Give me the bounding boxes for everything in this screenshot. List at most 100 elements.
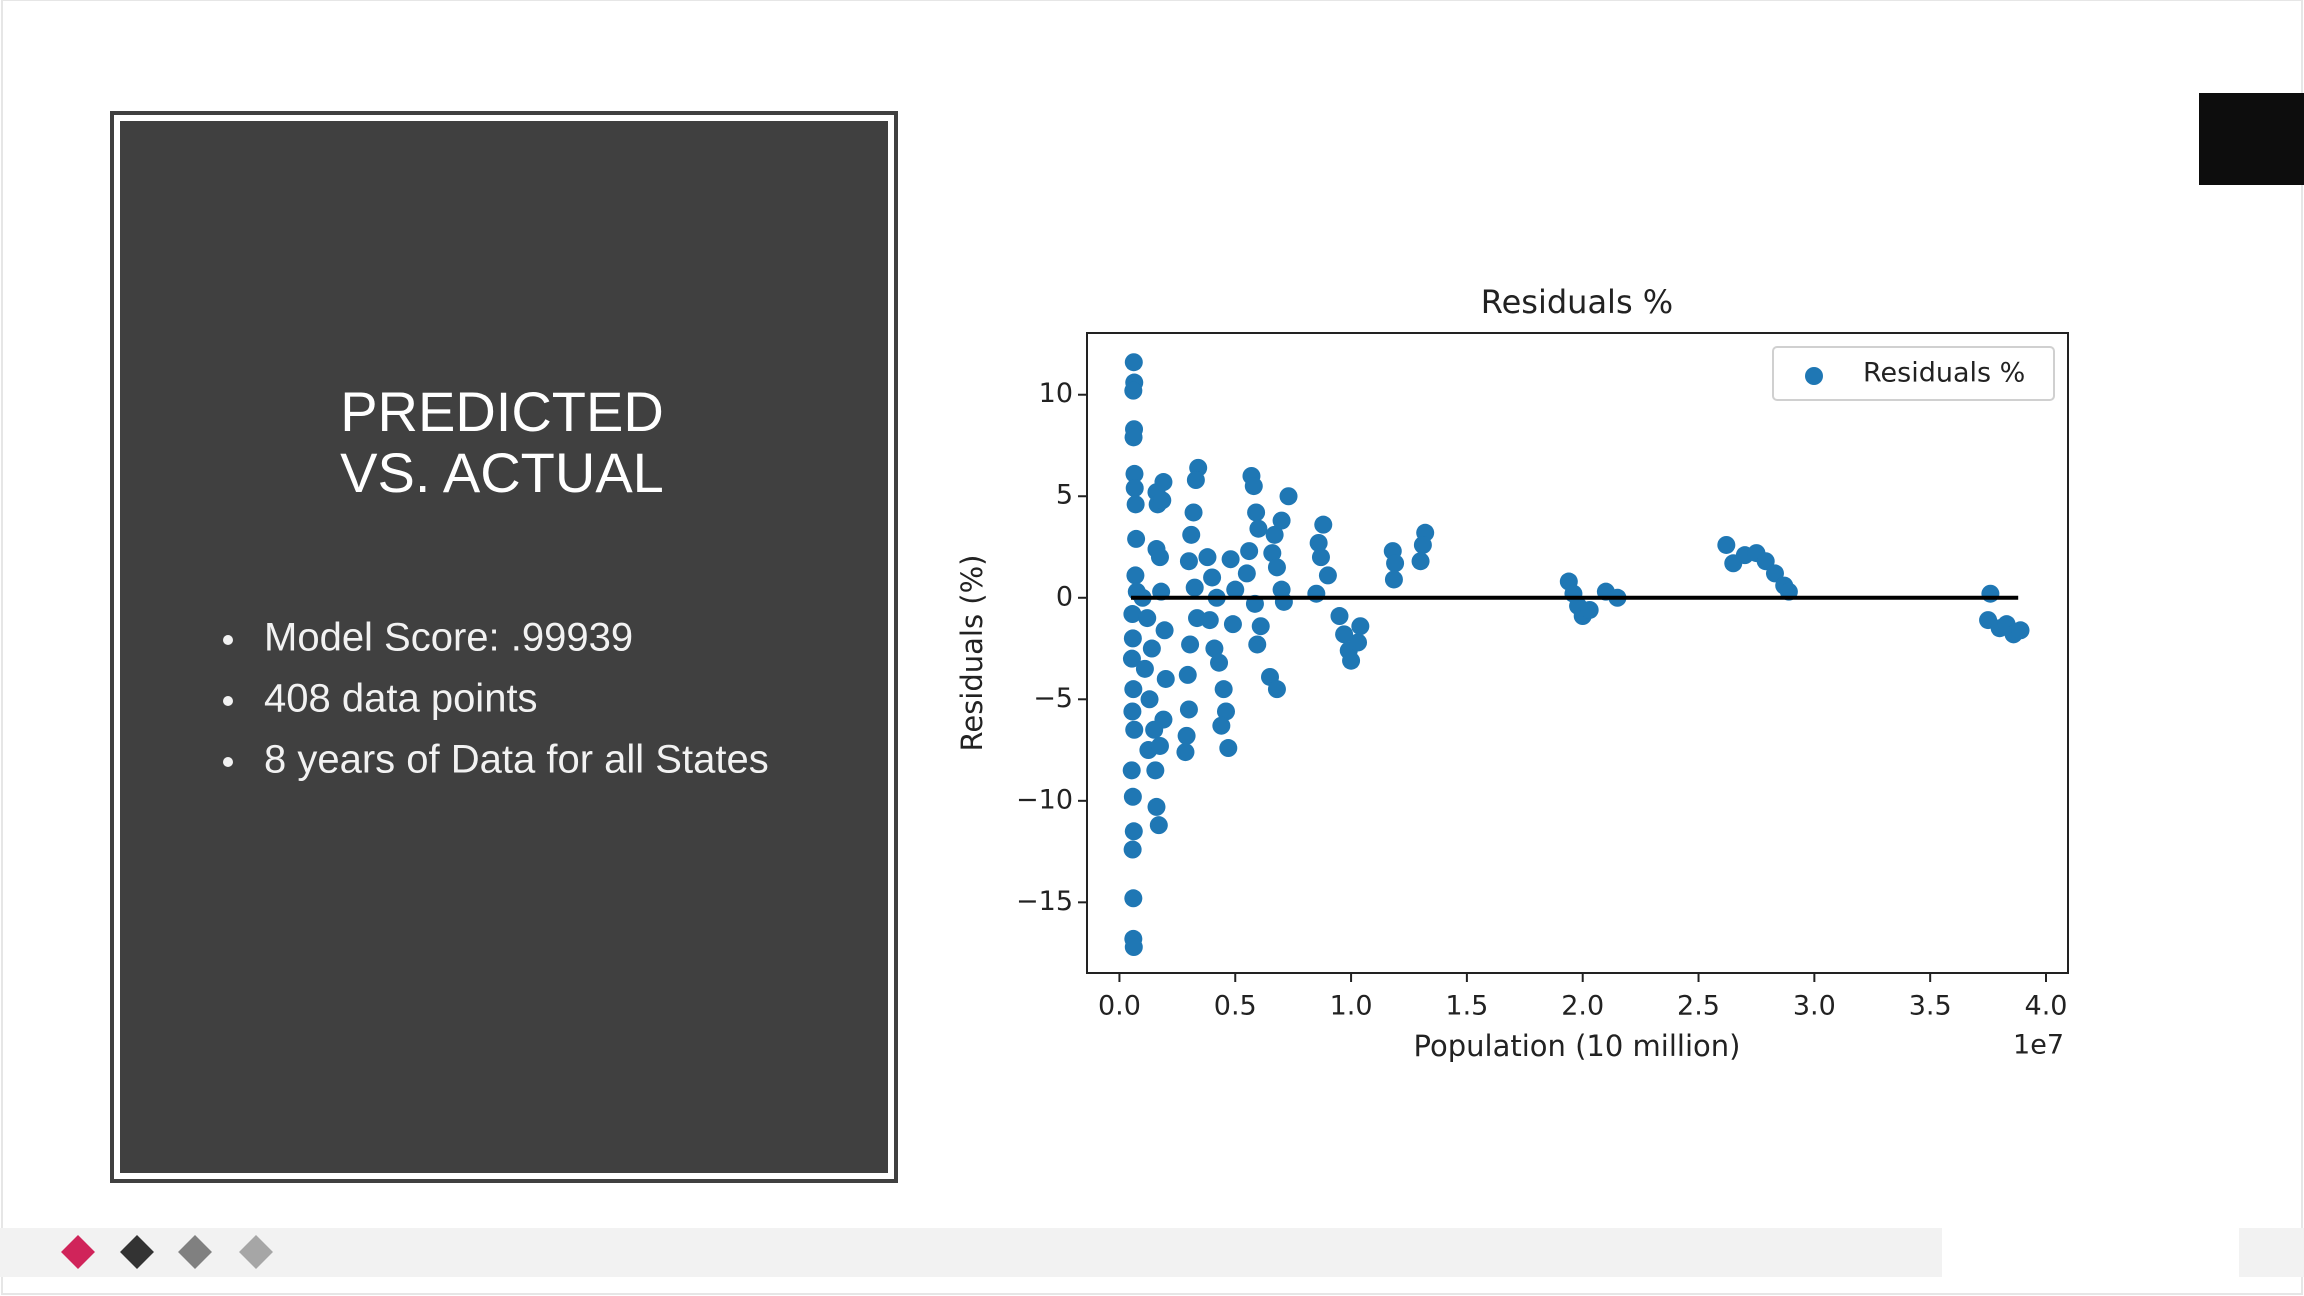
data-point — [1135, 659, 1154, 678]
data-point — [1226, 580, 1245, 599]
data-point — [1185, 578, 1204, 597]
data-point — [1237, 564, 1256, 583]
data-point — [1186, 471, 1205, 490]
data-point — [1318, 566, 1337, 585]
data-point — [1123, 629, 1142, 648]
chart-title: Residuals % — [1481, 283, 1673, 321]
data-point — [1154, 710, 1173, 729]
data-point — [1267, 558, 1286, 577]
data-point — [1123, 605, 1142, 624]
data-point — [1756, 552, 1775, 571]
data-point — [1179, 552, 1198, 571]
x-tick-label: 1.5 — [1445, 991, 1488, 1022]
data-point — [1122, 761, 1141, 780]
data-point — [1200, 611, 1219, 630]
bullet-text: 408 data points — [264, 677, 538, 721]
data-point — [1214, 680, 1233, 699]
chart: Residuals % Population (10 million) Resi… — [955, 283, 2069, 1063]
bullet-text: Model Score: .99939 — [264, 616, 633, 660]
data-point — [1351, 617, 1370, 636]
data-point — [1123, 787, 1142, 806]
footer-diamond — [120, 1235, 154, 1269]
y-tick-label: −5 — [1033, 683, 1073, 714]
footer-bar — [2239, 1228, 2304, 1277]
x-tick-label: 1.0 — [1330, 991, 1373, 1022]
data-point — [1349, 633, 1368, 652]
data-point — [1272, 511, 1291, 530]
data-point — [1146, 761, 1165, 780]
data-point — [1330, 607, 1349, 626]
x-tick-label: 3.5 — [1909, 991, 1952, 1022]
data-point — [1413, 535, 1432, 554]
y-tick-label: 10 — [1039, 378, 1073, 409]
data-point — [2011, 621, 2030, 640]
data-point — [1125, 464, 1144, 483]
panel — [120, 121, 888, 1173]
data-point — [1181, 635, 1200, 654]
data-point — [1219, 739, 1238, 758]
y-tick-label: −10 — [1016, 784, 1073, 815]
data-point — [1155, 621, 1174, 640]
slide-title: PREDICTED — [340, 380, 664, 443]
data-point — [1247, 503, 1266, 522]
data-point — [1279, 487, 1298, 506]
data-point — [1251, 617, 1270, 636]
data-point — [1123, 840, 1142, 859]
y-tick-label: 5 — [1056, 480, 1073, 511]
data-point — [1150, 548, 1169, 567]
data-point — [1177, 726, 1196, 745]
data-point — [1248, 635, 1267, 654]
data-point — [1178, 665, 1197, 684]
data-point — [1240, 542, 1259, 561]
data-point — [1140, 690, 1159, 709]
x-tick-label: 3.0 — [1793, 991, 1836, 1022]
x-axis-label: Population (10 million) — [1414, 1029, 1741, 1063]
data-point — [1384, 570, 1403, 589]
x-tick-label: 0.0 — [1098, 991, 1141, 1022]
data-point — [1176, 743, 1195, 762]
x-tick-label: 0.5 — [1214, 991, 1257, 1022]
bullet-dot — [223, 696, 233, 706]
data-point — [1124, 680, 1143, 699]
data-point — [1309, 533, 1328, 552]
data-point — [1153, 491, 1172, 510]
data-point — [1126, 495, 1145, 514]
corner-block — [2199, 93, 2304, 185]
bullet-list: Model Score: .99939 408 data points 8 ye… — [223, 616, 769, 782]
data-point — [1126, 566, 1145, 585]
y-tick-label: 0 — [1056, 581, 1073, 612]
legend: Residuals % — [1772, 346, 2055, 401]
data-point — [1156, 669, 1175, 688]
data-point — [1244, 477, 1263, 496]
y-axis-label: Residuals (%) — [955, 555, 989, 752]
data-point — [1125, 479, 1144, 498]
footer-diamond — [61, 1235, 95, 1269]
data-point — [1717, 535, 1736, 554]
data-point — [1142, 639, 1161, 658]
data-point — [1263, 544, 1282, 563]
footer-diamond — [239, 1235, 273, 1269]
data-point — [1124, 428, 1143, 447]
x-tick-label: 2.5 — [1677, 991, 1720, 1022]
data-point — [1265, 525, 1284, 544]
bullet-text: 8 years of Data for all States — [264, 738, 769, 782]
legend-box — [1772, 346, 2055, 401]
data-point — [1274, 592, 1293, 611]
data-point — [1203, 568, 1222, 587]
data-point — [1124, 938, 1143, 957]
bullet-dot — [223, 757, 233, 767]
data-point — [1307, 584, 1326, 603]
data-point — [1216, 702, 1235, 721]
legend-label: Residuals % — [1863, 358, 2025, 389]
data-point — [1150, 736, 1169, 755]
data-point — [1124, 889, 1143, 908]
x-tick-label: 2.0 — [1561, 991, 1604, 1022]
data-point — [1205, 639, 1224, 658]
x-tick-label: 4.0 — [2025, 991, 2068, 1022]
data-point — [1580, 600, 1599, 619]
data-point — [1125, 720, 1144, 739]
data-point — [1411, 552, 1430, 571]
data-point — [1122, 649, 1141, 668]
